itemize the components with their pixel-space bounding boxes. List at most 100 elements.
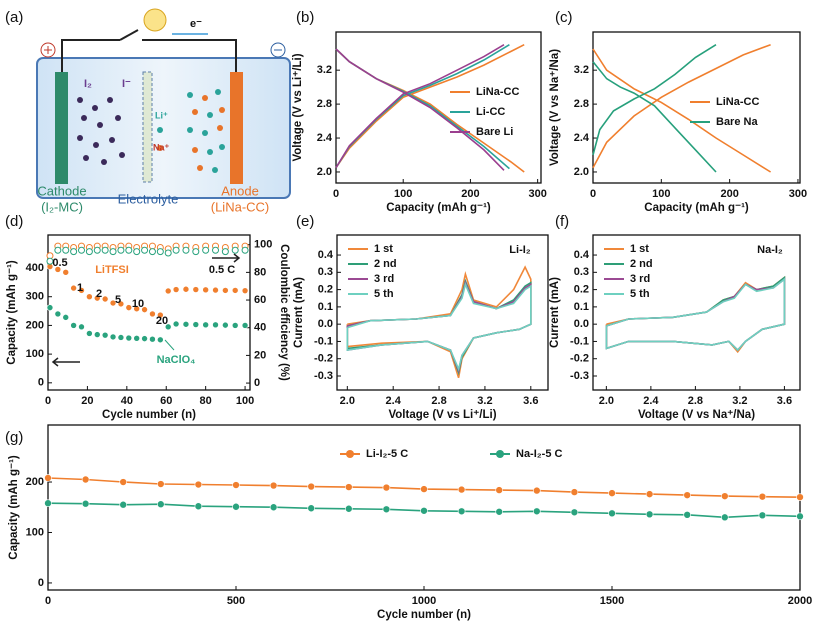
data-point (202, 286, 209, 294)
cell (36, 57, 291, 199)
y-tick-label: 0.0 (318, 318, 333, 330)
y-tick-label: 3.2 (317, 64, 332, 76)
data-point (78, 287, 85, 294)
x-tick-label: 40 (121, 395, 133, 407)
data-point (182, 285, 190, 293)
cathode (55, 72, 68, 184)
annotation: Li-I₂ (509, 244, 530, 256)
x-tick-label: 1000 (412, 595, 436, 607)
y-tick-label: 0.1 (574, 301, 589, 313)
data-point (182, 320, 190, 328)
electrolyte-label: Electrolyte (118, 191, 179, 206)
x-tick-label: 2.0 (340, 395, 355, 407)
data-point (420, 506, 428, 515)
x-tick-label: 200 (720, 188, 738, 200)
data-point (307, 504, 316, 513)
data-point (62, 314, 70, 321)
y-axis-title: Capacity (mAh g⁻¹) (8, 455, 20, 560)
d-arrows (51, 253, 241, 367)
x-axis-title: Voltage (V vs Li⁺/Li) (388, 409, 496, 421)
data-point (93, 294, 101, 302)
data-point (231, 287, 239, 294)
y-axis-title: Capacity (mAh g⁻¹) (6, 260, 18, 365)
data-point (157, 311, 164, 319)
y-tick-label: 0 (38, 577, 44, 589)
annotation: 1 (77, 282, 83, 294)
y-axis-title: Current (mA) (549, 277, 561, 348)
panel-label: (c) (555, 9, 573, 26)
iodide: I⁻ (122, 78, 131, 90)
y-axis-title: Voltage (V vs Li⁺/Li) (292, 53, 304, 161)
data-point (758, 511, 767, 520)
y-axis-title: Voltage (V vs Na⁺/Na) (549, 49, 561, 166)
data-point (86, 330, 93, 337)
x-tick-label: 20 (81, 395, 93, 407)
x-tick-label: 1500 (600, 595, 624, 607)
x-tick-label: 3.2 (732, 395, 747, 407)
data-point (241, 322, 249, 329)
data-point (164, 323, 172, 331)
data-point (796, 512, 804, 521)
data-point (81, 475, 90, 484)
y-tick-label: 100 (26, 526, 44, 538)
series-label: LiTFSI (95, 264, 129, 276)
legend-label: LiNa-CC (716, 96, 759, 108)
data-point (54, 310, 62, 318)
legend-label: Li-I₂-5 C (366, 448, 408, 460)
legend-label: 1 st (374, 243, 393, 255)
series-label: NaClO₄ (157, 354, 196, 366)
legend-label: Bare Li (476, 126, 513, 138)
switch (119, 29, 139, 41)
data-point (164, 287, 172, 295)
data-point (382, 505, 391, 514)
x-tick-label: 2.4 (386, 395, 402, 407)
plus (44, 46, 52, 54)
ion-dots (157, 89, 225, 173)
plot-frame (336, 234, 549, 391)
data-point (382, 483, 391, 492)
na-ion: Na⁺ (153, 142, 170, 152)
x-axis-title: Capacity (mAh g⁻¹) (644, 202, 749, 214)
data-point (101, 295, 109, 303)
data-point (570, 488, 579, 496)
y-tick-label: 400 (26, 262, 44, 274)
data-point (86, 293, 93, 301)
data-point (62, 246, 70, 254)
data-point (212, 246, 220, 254)
x-tick-label: 60 (160, 395, 172, 407)
y-tick-label: 0.4 (574, 249, 590, 261)
y2-tick-label: 20 (254, 349, 266, 361)
x-tick-label: 2000 (788, 595, 812, 607)
iodine-dots (77, 97, 125, 165)
x-tick-label: 80 (200, 395, 212, 407)
data-point (192, 286, 200, 293)
y-tick-label: 0 (38, 377, 44, 389)
y-tick-label: -0.1 (314, 335, 333, 347)
series-line (592, 44, 717, 173)
legend-label: 2 nd (374, 258, 397, 270)
panel-label: (g) (5, 429, 23, 446)
x-tick-label: 3.6 (523, 395, 538, 407)
x-tick-label: 300 (528, 188, 546, 200)
legend-label: 5 th (374, 288, 394, 300)
x-tick-label: 0 (333, 188, 339, 200)
y-tick-label: 200 (26, 476, 44, 488)
legend-label: Li-CC (476, 106, 505, 118)
data-point (221, 248, 229, 256)
y-tick-label: 300 (26, 291, 44, 303)
plot-frame (47, 234, 251, 391)
data-point (93, 331, 101, 338)
legend-marker (496, 450, 504, 458)
data-point (70, 248, 78, 256)
data-point (78, 323, 85, 331)
x-tick-label: 2.8 (431, 395, 446, 407)
data-point (720, 513, 729, 522)
annotation: 2 (96, 288, 102, 300)
data-point (149, 335, 156, 343)
data-point (101, 331, 109, 339)
panel-label: (a) (5, 9, 23, 26)
data-point (608, 489, 616, 497)
bulb (143, 8, 167, 32)
x-tick-label: 300 (789, 188, 807, 200)
annotation: 10 (132, 298, 144, 310)
